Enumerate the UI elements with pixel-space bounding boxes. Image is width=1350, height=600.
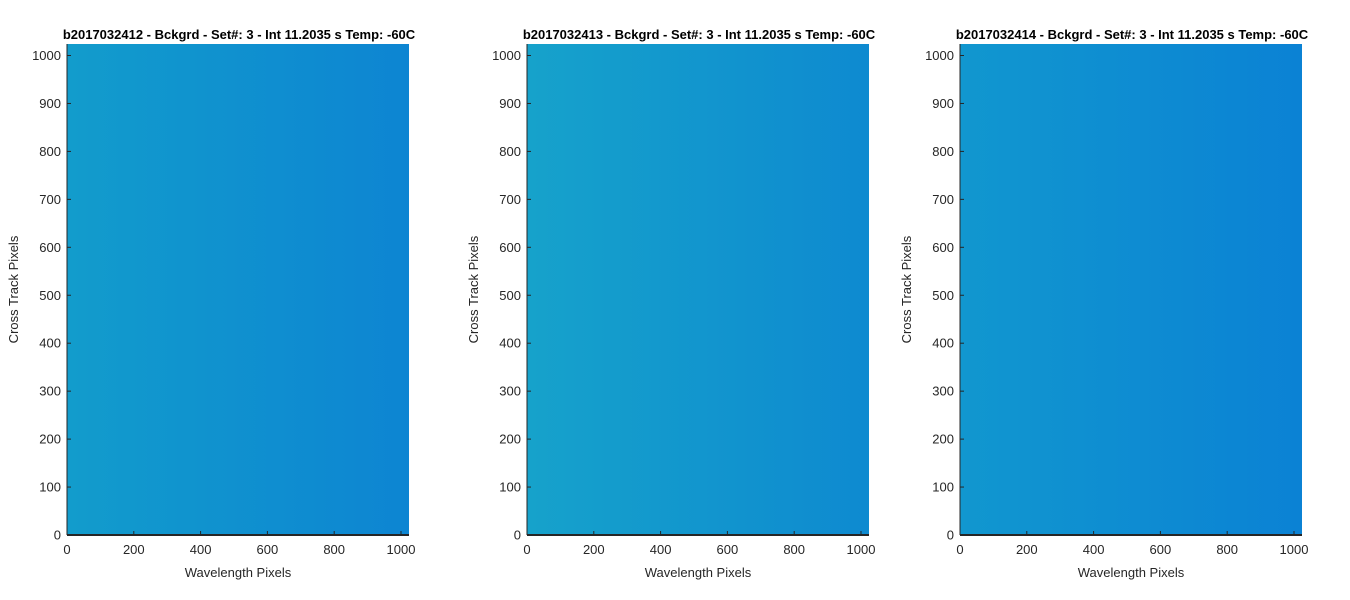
x-axis-label: Wavelength Pixels: [1078, 565, 1185, 580]
x-tick-label: 200: [1016, 542, 1038, 557]
y-tick-label: 1000: [492, 48, 521, 63]
y-tick-label: 600: [499, 240, 521, 255]
y-tick-label: 0: [54, 528, 61, 543]
chart-panel-3: b2017032414 - Bckgrd - Set#: 3 - Int 11.…: [899, 27, 1309, 580]
x-tick-label: 1000: [387, 542, 416, 557]
x-axis-label: Wavelength Pixels: [185, 565, 292, 580]
y-tick-label: 100: [932, 480, 954, 495]
y-axis-label: Cross Track Pixels: [6, 235, 21, 343]
x-tick-label: 1000: [847, 542, 876, 557]
x-tick-label: 0: [956, 542, 963, 557]
y-tick-label: 300: [39, 384, 61, 399]
y-axis-label: Cross Track Pixels: [899, 235, 914, 343]
y-axis-label: Cross Track Pixels: [466, 235, 481, 343]
x-tick-label: 0: [63, 542, 70, 557]
y-tick-label: 900: [499, 96, 521, 111]
y-tick-label: 0: [947, 528, 954, 543]
x-axis-label: Wavelength Pixels: [645, 565, 752, 580]
y-tick-label: 100: [499, 480, 521, 495]
y-tick-label: 800: [932, 144, 954, 159]
x-tick-label: 600: [1150, 542, 1172, 557]
heatmap-image: [960, 44, 1302, 535]
y-tick-label: 900: [932, 96, 954, 111]
y-tick-label: 400: [932, 336, 954, 351]
y-tick-label: 500: [932, 288, 954, 303]
x-tick-label: 0: [523, 542, 530, 557]
y-tick-label: 700: [932, 192, 954, 207]
y-tick-label: 200: [39, 432, 61, 447]
heatmap-image: [527, 44, 869, 535]
y-tick-label: 200: [499, 432, 521, 447]
x-tick-label: 400: [190, 542, 212, 557]
y-tick-label: 800: [39, 144, 61, 159]
y-tick-label: 900: [39, 96, 61, 111]
x-tick-label: 600: [257, 542, 279, 557]
y-tick-label: 600: [932, 240, 954, 255]
x-tick-label: 800: [1216, 542, 1238, 557]
chart-title: b2017032414 - Bckgrd - Set#: 3 - Int 11.…: [956, 27, 1309, 42]
y-tick-label: 300: [932, 384, 954, 399]
chart-panel-1: b2017032412 - Bckgrd - Set#: 3 - Int 11.…: [6, 27, 416, 580]
y-tick-label: 300: [499, 384, 521, 399]
y-tick-label: 700: [499, 192, 521, 207]
y-tick-label: 500: [499, 288, 521, 303]
x-tick-label: 200: [583, 542, 605, 557]
x-tick-label: 400: [650, 542, 672, 557]
chart-title: b2017032413 - Bckgrd - Set#: 3 - Int 11.…: [523, 27, 876, 42]
y-tick-label: 500: [39, 288, 61, 303]
x-tick-label: 600: [717, 542, 739, 557]
y-tick-label: 1000: [32, 48, 61, 63]
chart-panel-2: b2017032413 - Bckgrd - Set#: 3 - Int 11.…: [466, 27, 876, 580]
x-tick-label: 400: [1083, 542, 1105, 557]
heatmap-image: [67, 44, 409, 535]
y-tick-label: 1000: [925, 48, 954, 63]
y-tick-label: 100: [39, 480, 61, 495]
x-tick-label: 200: [123, 542, 145, 557]
y-tick-label: 0: [514, 528, 521, 543]
chart-title: b2017032412 - Bckgrd - Set#: 3 - Int 11.…: [63, 27, 416, 42]
x-tick-label: 1000: [1280, 542, 1309, 557]
y-tick-label: 600: [39, 240, 61, 255]
x-tick-label: 800: [783, 542, 805, 557]
y-tick-label: 400: [39, 336, 61, 351]
y-tick-label: 700: [39, 192, 61, 207]
x-tick-label: 800: [323, 542, 345, 557]
y-tick-label: 200: [932, 432, 954, 447]
y-tick-label: 800: [499, 144, 521, 159]
y-tick-label: 400: [499, 336, 521, 351]
